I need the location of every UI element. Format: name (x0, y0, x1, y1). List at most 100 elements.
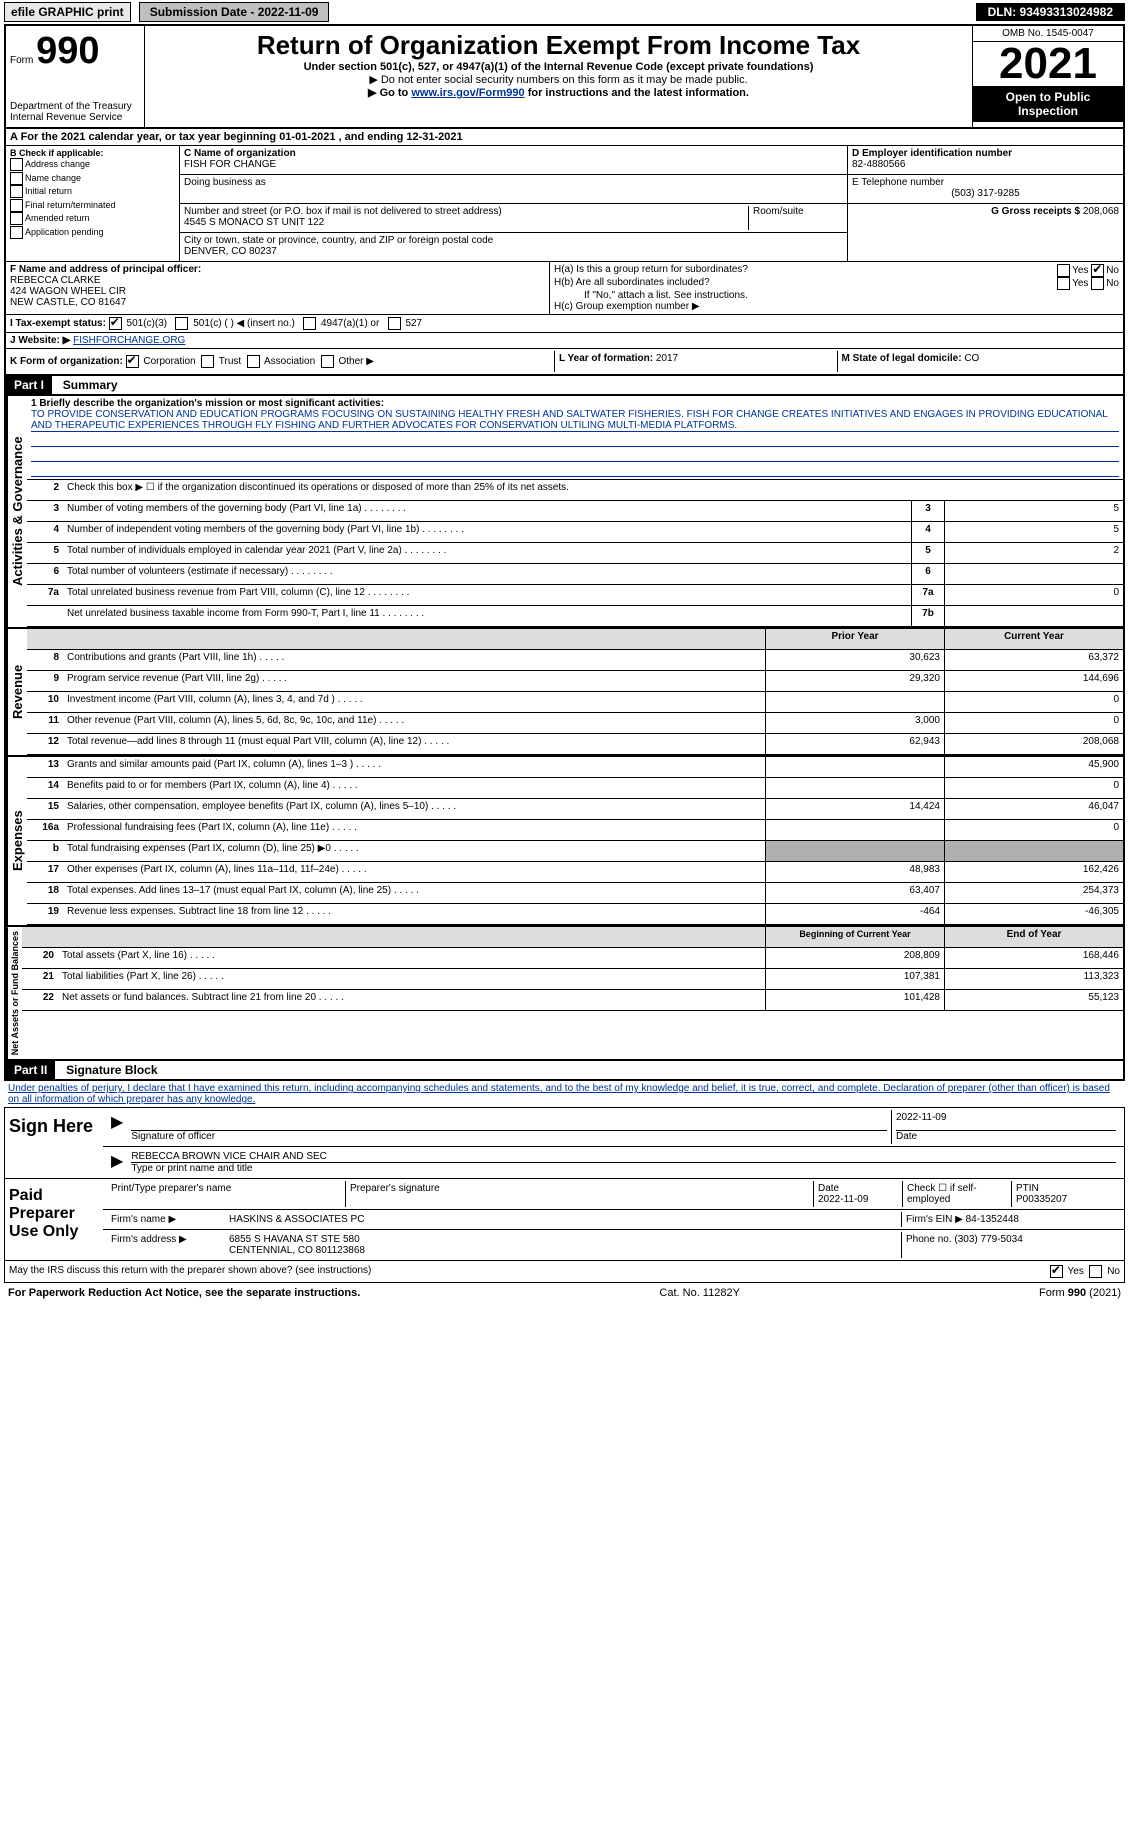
check-corporation[interactable] (126, 355, 139, 368)
may-discuss-row: May the IRS discuss this return with the… (4, 1261, 1125, 1283)
check-501c[interactable] (175, 317, 188, 330)
summary-line: 20Total assets (Part X, line 16) . . . .… (22, 948, 1123, 969)
top-bar: efile GRAPHIC print Submission Date - 20… (0, 0, 1129, 24)
check-address-change[interactable]: Address change (10, 158, 175, 172)
submission-date-button[interactable]: Submission Date - 2022-11-09 (139, 2, 330, 22)
netassets-block: Net Assets or Fund Balances Beginning of… (6, 925, 1123, 1061)
row-j-website: J Website: ▶ FISHFORCHANGE.ORG (6, 333, 1123, 349)
check-trust[interactable] (201, 355, 214, 368)
check-name-change[interactable]: Name change (10, 172, 175, 186)
netassets-label: Net Assets or Fund Balances (6, 927, 22, 1059)
summary-line: 9Program service revenue (Part VIII, lin… (27, 671, 1123, 692)
page-footer: For Paperwork Reduction Act Notice, see … (0, 1283, 1129, 1303)
form-number: 990 (36, 30, 99, 72)
goto-line: ▶ Go to www.irs.gov/Form990 for instruct… (149, 86, 968, 99)
box-f-officer: F Name and address of principal officer:… (6, 262, 550, 314)
ptin-value: P00335207 (1016, 1194, 1116, 1205)
check-association[interactable] (247, 355, 260, 368)
check-527[interactable] (388, 317, 401, 330)
officer-name-label: Type or print name and title (131, 1163, 1116, 1174)
header-right: OMB No. 1545-0047 2021 Open to Public In… (972, 26, 1123, 127)
sign-here-block: Sign Here ▶ Signature of officer 2022-11… (4, 1108, 1125, 1283)
check-501c3[interactable] (109, 317, 122, 330)
summary-line: 14Benefits paid to or for members (Part … (27, 778, 1123, 799)
discuss-yes[interactable] (1050, 1265, 1063, 1278)
summary-line: 17Other expenses (Part IX, column (A), l… (27, 862, 1123, 883)
irs-label: Internal Revenue Service (10, 112, 140, 123)
sign-date-label: Date (896, 1131, 1116, 1142)
check-initial-return[interactable]: Initial return (10, 185, 175, 199)
box-b-label: B Check if applicable: (10, 148, 175, 158)
ein-value: 82-4880566 (852, 159, 1119, 170)
summary-line: 19Revenue less expenses. Subtract line 1… (27, 904, 1123, 925)
org-name: FISH FOR CHANGE (184, 159, 843, 170)
row-klm: K Form of organization: Corporation Trus… (6, 349, 1123, 376)
check-4947[interactable] (303, 317, 316, 330)
summary-line: 11Other revenue (Part VIII, column (A), … (27, 713, 1123, 734)
part-i-badge: Part I (6, 376, 52, 394)
preparer-date: 2022-11-09 (818, 1194, 898, 1205)
summary-line: Net unrelated business taxable income fr… (27, 606, 1123, 627)
check-other[interactable] (321, 355, 334, 368)
part-i-title: Summary (55, 378, 118, 392)
current-year-header: Current Year (944, 629, 1123, 649)
expenses-block: Expenses 13Grants and similar amounts pa… (6, 755, 1123, 925)
room-suite-label: Room/suite (748, 206, 843, 230)
revenue-label: Revenue (6, 629, 27, 755)
sig-officer-label: Signature of officer (131, 1131, 887, 1142)
form-header: Form 990 Department of the Treasury Inte… (6, 26, 1123, 129)
ein-label: D Employer identification number (852, 148, 1119, 159)
line-2-desc: Check this box ▶ ☐ if the organization d… (63, 480, 1123, 500)
col-c-org-info: C Name of organization FISH FOR CHANGE D… (180, 146, 848, 261)
form-label: Form (10, 55, 33, 66)
firm-name: HASKINS & ASSOCIATES PC (225, 1212, 902, 1227)
summary-line: bTotal fundraising expenses (Part IX, co… (27, 841, 1123, 862)
mission-box: 1 Briefly describe the organization's mi… (27, 396, 1123, 479)
begin-year-header: Beginning of Current Year (765, 927, 944, 947)
dba-label: Doing business as (184, 177, 843, 188)
header-center: Return of Organization Exempt From Incom… (145, 26, 972, 127)
website-link[interactable]: FISHFORCHANGE.ORG (73, 335, 185, 346)
sign-here-label: Sign Here (5, 1108, 103, 1178)
summary-line: 7aTotal unrelated business revenue from … (27, 585, 1123, 606)
part-ii-header-row: Part II Signature Block (6, 1061, 1123, 1079)
summary-line: 12Total revenue—add lines 8 through 11 (… (27, 734, 1123, 755)
revenue-block: Revenue Prior Year Current Year 8Contrib… (6, 627, 1123, 755)
activities-governance-block: Activities & Governance 1 Briefly descri… (6, 394, 1123, 627)
form-title: Return of Organization Exempt From Incom… (149, 30, 968, 61)
mission-text: TO PROVIDE CONSERVATION AND EDUCATION PR… (31, 409, 1119, 432)
hb-label: H(b) Are all subordinates included? (554, 277, 710, 290)
firm-address-2: CENTENNIAL, CO 801123868 (229, 1245, 897, 1256)
tax-year: 2021 (973, 42, 1123, 86)
preparer-print-label: Print/Type preparer's name (107, 1181, 346, 1207)
phone-label: E Telephone number (852, 177, 1119, 188)
ssn-note: ▶ Do not enter social security numbers o… (149, 73, 968, 86)
part-ii-badge: Part II (6, 1061, 55, 1079)
end-year-header: End of Year (944, 927, 1123, 947)
expenses-label: Expenses (6, 757, 27, 925)
summary-line: 3Number of voting members of the governi… (27, 501, 1123, 522)
sign-date: 2022-11-09 (896, 1112, 1116, 1131)
catalog-number: Cat. No. 11282Y (659, 1287, 740, 1299)
hc-label: H(c) Group exemption number ▶ (554, 301, 1119, 312)
summary-line: 4Number of independent voting members of… (27, 522, 1123, 543)
form-page-label: Form 990 (2021) (1039, 1287, 1121, 1299)
perjury-declaration: Under penalties of perjury, I declare th… (4, 1081, 1125, 1108)
self-employed-check[interactable]: Check ☐ if self-employed (903, 1181, 1012, 1207)
hb-note: If "No," attach a list. See instructions… (554, 290, 1119, 301)
arrow-icon: ▶ (107, 1110, 127, 1144)
discuss-no[interactable] (1089, 1265, 1102, 1278)
summary-line: 21Total liabilities (Part X, line 26) . … (22, 969, 1123, 990)
ha-label: H(a) Is this a group return for subordin… (554, 264, 748, 277)
check-amended-return[interactable]: Amended return (10, 212, 175, 226)
check-final-return[interactable]: Final return/terminated (10, 199, 175, 213)
check-application-pending[interactable]: Application pending (10, 226, 175, 240)
preparer-phone: (303) 779-5034 (954, 1234, 1022, 1245)
gross-label: G Gross receipts $ (991, 206, 1080, 217)
section-bcd: B Check if applicable: Address change Na… (6, 146, 1123, 262)
irs-link[interactable]: www.irs.gov/Form990 (411, 87, 524, 99)
dept-label: Department of the Treasury (10, 101, 140, 112)
officer-name: REBECCA BROWN VICE CHAIR AND SEC (131, 1151, 1116, 1163)
open-inspection: Open to Public Inspection (973, 86, 1123, 122)
summary-line: 22Net assets or fund balances. Subtract … (22, 990, 1123, 1011)
